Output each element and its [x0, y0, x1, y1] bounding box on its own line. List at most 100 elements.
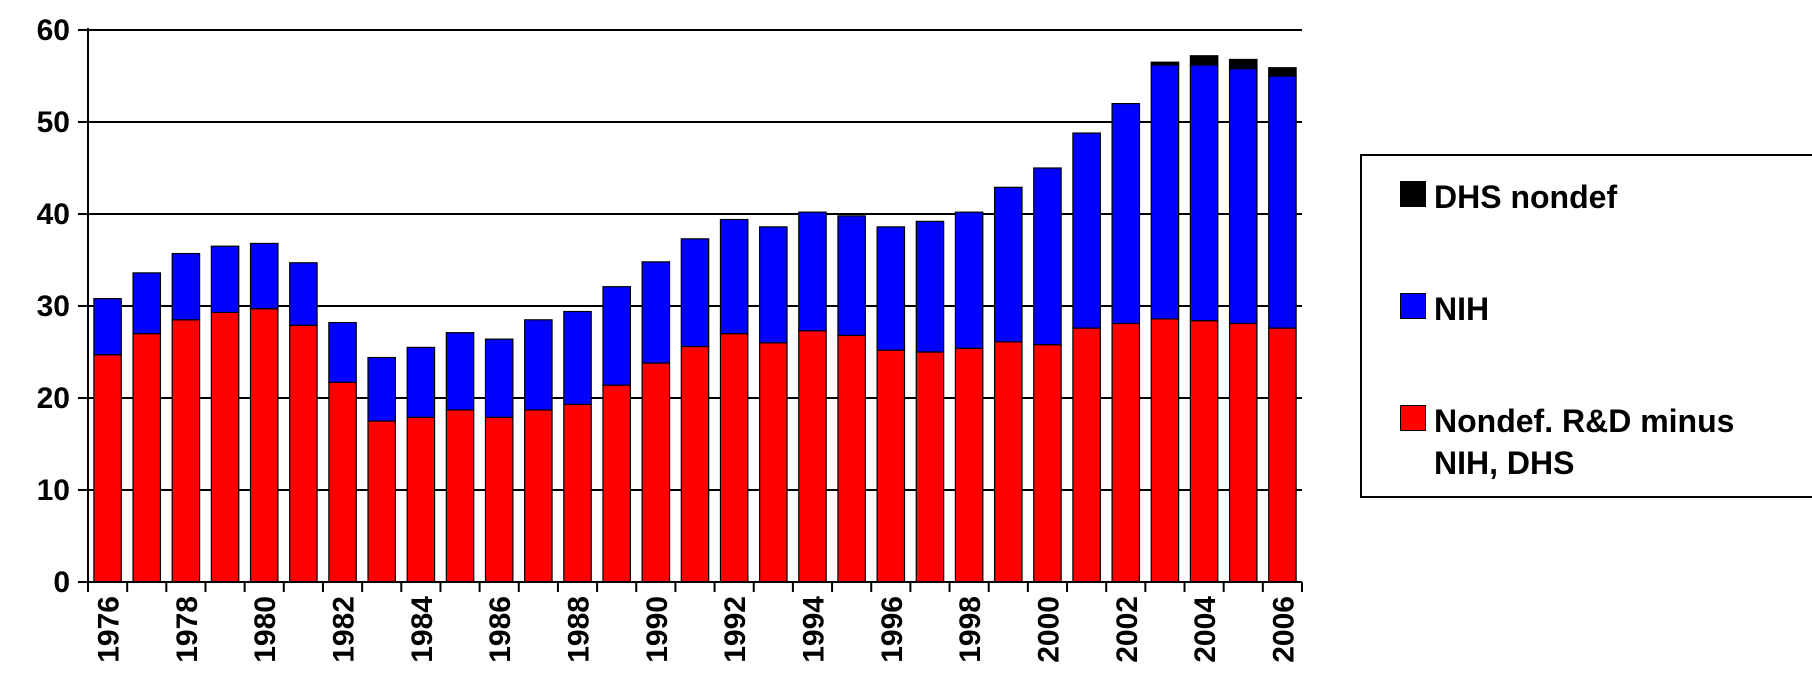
legend-item-dhs-nondef: DHS nondef	[1400, 176, 1617, 218]
legend-label-nondef-rd: Nondef. R&D minus NIH, DHS	[1434, 403, 1735, 481]
bar-segment-1982-series-1	[328, 321, 357, 383]
bar-segment-2006-series-2	[1268, 67, 1297, 77]
bar-segment-1984-series-1	[406, 346, 436, 418]
bar-segment-1989-series-0	[602, 384, 631, 583]
bar-segment-2000-series-0	[1033, 344, 1062, 583]
x-tick-label-2000: 2000	[1032, 596, 1065, 663]
bar-segment-1976-series-1	[93, 298, 122, 356]
x-tick-label-1984: 1984	[406, 596, 439, 663]
bar-segment-1991-series-0	[680, 345, 710, 583]
bar-segment-1977-series-0	[132, 333, 162, 583]
bar-segment-1982-series-0	[328, 381, 357, 583]
x-tick-label-1978: 1978	[171, 596, 204, 663]
legend-swatch-dhs-nondef	[1400, 181, 1426, 207]
bar-segment-1989-series-1	[602, 286, 631, 386]
bar-segment-1996-series-0	[876, 349, 906, 583]
bar-segment-1978-series-0	[171, 319, 201, 583]
x-tick-label-1976: 1976	[93, 596, 126, 663]
bar-segment-1986-series-1	[484, 338, 514, 418]
bar-segment-1979-series-1	[210, 245, 240, 314]
bar-segment-1985-series-1	[445, 332, 475, 411]
bar-segment-1983-series-1	[367, 356, 397, 422]
bar-segment-1987-series-1	[524, 319, 553, 411]
bars	[93, 55, 1297, 583]
bar-segment-2002-series-1	[1111, 102, 1141, 325]
bar-segment-1999-series-0	[993, 341, 1023, 583]
x-tick-label-2002: 2002	[1111, 596, 1144, 663]
y-tick-label-0: 0	[53, 566, 70, 599]
bar-segment-1992-series-1	[719, 218, 749, 335]
bar-segment-1986-series-0	[484, 416, 514, 583]
x-tick-label-1994: 1994	[797, 596, 830, 663]
x-tick-label-1980: 1980	[249, 596, 282, 663]
bar-segment-2004-series-1	[1189, 64, 1219, 322]
bar-segment-1979-series-0	[210, 311, 240, 583]
bar-segment-1984-series-0	[406, 416, 436, 583]
legend: DHS nondef NIH Nondef. R&D minus NIH, DH…	[1360, 154, 1812, 498]
bar-segment-1981-series-0	[289, 324, 318, 583]
bar-segment-2003-series-2	[1150, 61, 1180, 66]
bar-segment-2002-series-0	[1111, 322, 1141, 583]
x-tick-label-2006: 2006	[1267, 596, 1300, 663]
bar-segment-1993-series-1	[759, 226, 788, 344]
bar-segment-1981-series-1	[289, 262, 318, 326]
bar-segment-2005-series-1	[1228, 68, 1258, 325]
x-tick-label-1992: 1992	[719, 596, 752, 663]
bar-segment-1997-series-0	[915, 351, 945, 583]
bar-segment-1994-series-1	[798, 211, 827, 332]
bar-segment-1999-series-1	[993, 186, 1023, 343]
legend-swatch-nondef-rd	[1400, 405, 1426, 431]
bar-segment-2001-series-1	[1072, 132, 1101, 329]
x-tick-label-1982: 1982	[328, 596, 361, 663]
bar-segment-1980-series-1	[249, 242, 279, 310]
bar-segment-1983-series-0	[367, 420, 397, 583]
x-tick-label-1986: 1986	[484, 596, 517, 663]
bar-segment-1995-series-0	[837, 334, 866, 583]
bar-segment-2005-series-0	[1228, 322, 1258, 583]
x-tick-label-2004: 2004	[1189, 596, 1222, 663]
x-tick-label-1996: 1996	[876, 596, 909, 663]
y-tick-label-60: 60	[37, 14, 70, 47]
bar-segment-2006-series-1	[1268, 75, 1297, 329]
bar-segment-2005-series-2	[1228, 58, 1258, 70]
x-tick-label-1988: 1988	[563, 596, 596, 663]
bar-segment-1993-series-0	[759, 342, 788, 583]
bar-segment-1991-series-1	[680, 238, 710, 348]
bar-segment-2003-series-0	[1150, 318, 1180, 583]
bar-segment-1998-series-0	[954, 347, 984, 583]
x-tick-label-1990: 1990	[641, 596, 674, 663]
legend-label-nih: NIH	[1434, 291, 1490, 327]
stacked-bar-chart: 0 10 20 30 40 50 60 1976 1978 1980 1982 1984 1986 198…	[37, 14, 1303, 663]
bar-segment-2000-series-1	[1033, 167, 1062, 346]
bar-segment-2004-series-2	[1189, 55, 1219, 66]
legend-item-nih: NIH	[1400, 288, 1489, 330]
y-tick-label-40: 40	[37, 198, 70, 231]
bar-segment-1995-series-1	[837, 215, 866, 337]
legend-label-dhs-nondef: DHS nondef	[1434, 179, 1618, 215]
bar-segment-1992-series-0	[719, 333, 749, 583]
bar-segment-1997-series-1	[915, 220, 945, 353]
bar-segment-2001-series-0	[1072, 327, 1101, 583]
bar-segment-1996-series-1	[876, 226, 906, 351]
bar-segment-2004-series-0	[1189, 320, 1219, 583]
bar-segment-1990-series-1	[641, 261, 671, 364]
legend-item-nondef-rd: Nondef. R&D minus NIH, DHS	[1400, 400, 1734, 484]
legend-swatch-nih	[1400, 293, 1426, 319]
bar-segment-1998-series-1	[954, 211, 984, 349]
bar-segment-1988-series-0	[563, 403, 592, 583]
bar-segment-1976-series-0	[93, 354, 122, 583]
bar-segment-1988-series-1	[563, 310, 592, 406]
y-tick-label-10: 10	[37, 474, 70, 507]
bar-segment-1990-series-0	[641, 362, 671, 583]
y-tick-label-50: 50	[37, 106, 70, 139]
bar-segment-1978-series-1	[171, 252, 201, 321]
bar-segment-2003-series-1	[1150, 64, 1180, 320]
bar-segment-1977-series-1	[132, 272, 162, 335]
tick-labels: 0 10 20 30 40 50 60 1976 1978 1980 1982 1984 1986 198…	[37, 14, 1301, 663]
bar-segment-2006-series-0	[1268, 327, 1297, 583]
bar-segment-1987-series-0	[524, 409, 553, 583]
y-tick-label-20: 20	[37, 382, 70, 415]
bar-segment-1985-series-0	[445, 409, 475, 583]
bar-segment-1980-series-0	[249, 308, 279, 583]
bar-segment-1994-series-0	[798, 330, 827, 583]
